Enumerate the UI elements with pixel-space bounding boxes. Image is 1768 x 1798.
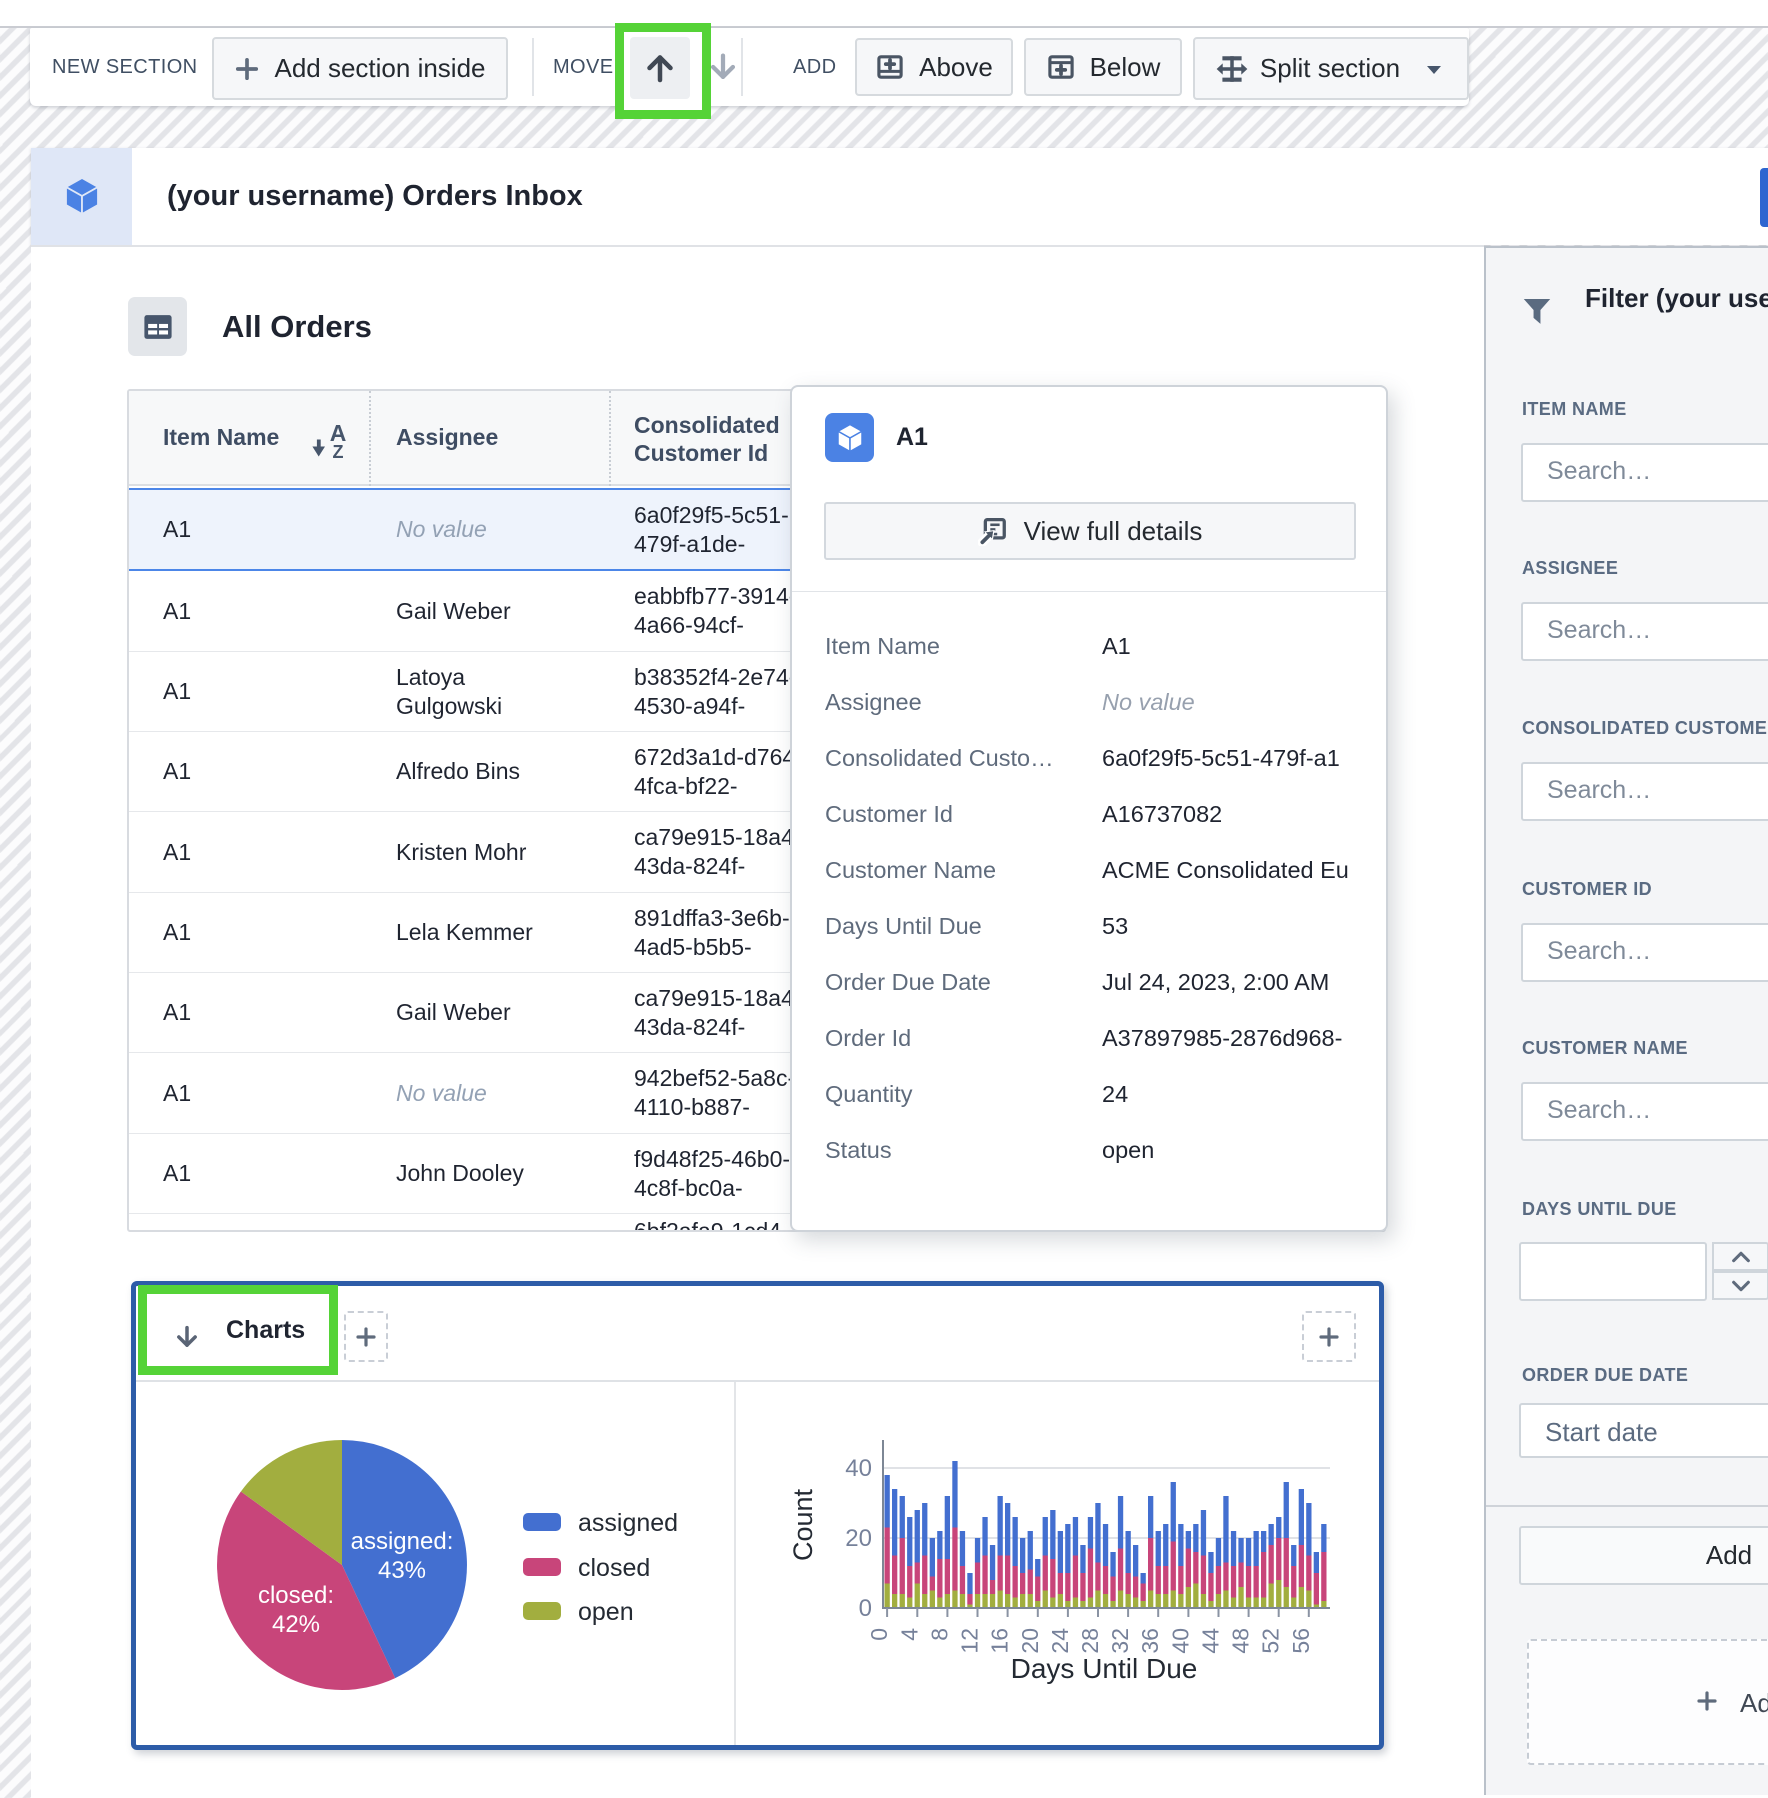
svg-text:Z: Z [333,442,344,458]
svg-text:A: A [330,420,347,446]
